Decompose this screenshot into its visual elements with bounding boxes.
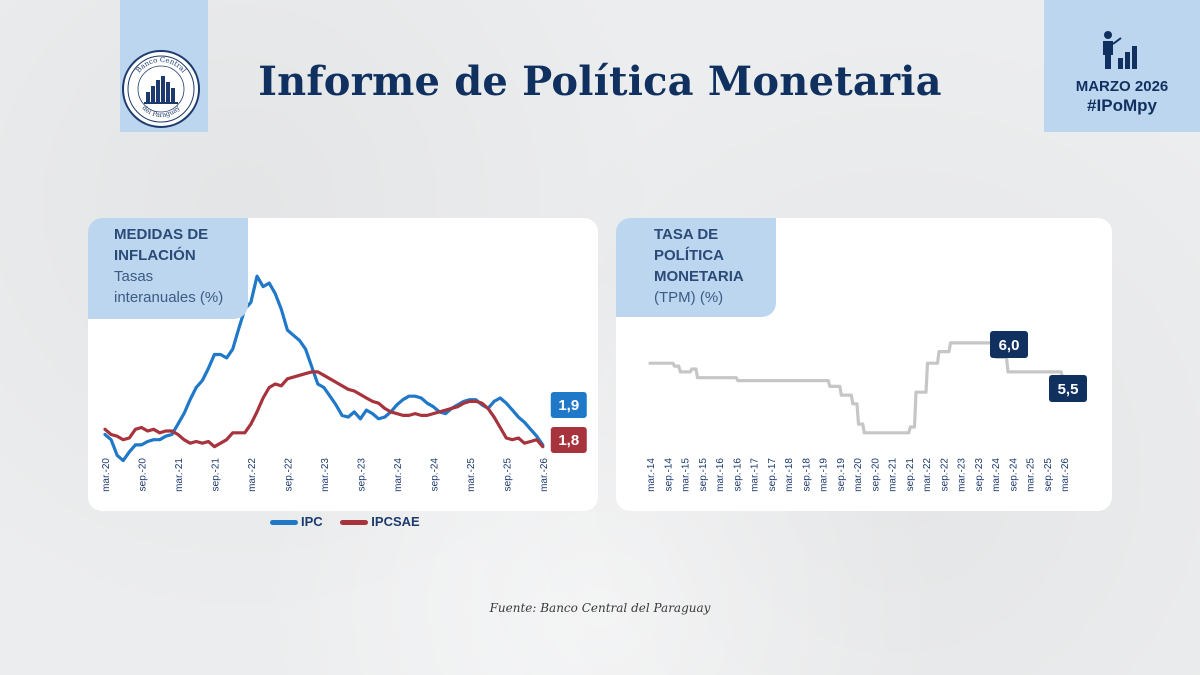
x-tick-label: sep.-24: [429, 458, 440, 492]
x-tick-label: sep.-14: [663, 458, 674, 492]
tpm-chart-subtitle: (TPM) (%): [654, 289, 724, 306]
series-line-ipc: [103, 274, 545, 463]
x-tick-label: mar.-14: [646, 458, 657, 492]
source-note: Fuente: Banco Central del Paraguay: [489, 601, 711, 615]
legend-swatch-ipc: [270, 520, 298, 526]
page-title: Informe de Política Monetaria: [258, 58, 942, 105]
x-tick-label: sep.-23: [974, 458, 985, 492]
inflation-chart-subtitle-2: interanuales (%): [114, 289, 224, 306]
x-tick-label: sep.-21: [905, 458, 916, 492]
x-tick-label: mar.-20: [101, 458, 112, 492]
inflation-legend: IPC IPCSAE: [270, 514, 434, 529]
logo-text-top: Banco Central: [135, 56, 189, 75]
edition-box: MARZO 2026 #IPoMpy: [1044, 0, 1200, 132]
logo-seal-icon: Banco Central del Paraguay: [122, 50, 200, 128]
legend-label-ipcsae: IPCSAE: [371, 514, 420, 529]
inflation-chart-subtitle-1: Tasas: [114, 268, 154, 285]
inflation-chart-label: MEDIDAS DE INFLACIÓN Tasas interanuales …: [88, 218, 248, 319]
x-tick-label: sep.-15: [698, 458, 709, 492]
x-tick-label: mar.-18: [784, 458, 795, 492]
x-tick-label: mar.-26: [1060, 458, 1071, 492]
x-tick-label: mar.-17: [750, 458, 761, 492]
x-tick-label: sep.-20: [870, 458, 881, 492]
x-tick-label: sep.-18: [801, 458, 812, 492]
tpm-chart-label: TASA DE POLÍTICA MONETARIA (TPM) (%): [616, 218, 776, 317]
edition-hashtag: #IPoMpy: [1087, 96, 1157, 115]
x-tick-label: sep.-24: [1008, 458, 1019, 492]
svg-text:del Paraguay: del Paraguay: [140, 104, 181, 119]
tpm-chart-title-1: TASA DE: [654, 226, 719, 243]
person-bar-chart-icon: [1103, 31, 1137, 69]
series-line-ipcsae: [103, 370, 545, 449]
end-label-ipc: 1,9: [558, 397, 579, 414]
x-tick-label: mar.-19: [819, 458, 830, 492]
legend-swatch-ipcsae: [340, 520, 369, 526]
x-tick-label: sep.-16: [732, 458, 743, 492]
x-tick-label: mar.-23: [320, 458, 331, 492]
x-tick-label: sep.-25: [502, 458, 513, 492]
x-tick-label: mar.-21: [888, 458, 899, 492]
x-tick-label: sep.-22: [939, 458, 950, 492]
logo-text-bottom: del Paraguay: [140, 104, 181, 119]
x-tick-label: sep.-22: [283, 458, 294, 492]
x-tick-label: mar.-22: [922, 458, 933, 492]
inflation-chart-card: 1,9 1,8 mar.-20 sep.-20 mar.-21 sep.-21 mar.-2…: [88, 218, 598, 511]
legend-item-ipc: IPC: [270, 514, 323, 529]
x-tick-label: sep.-23: [356, 458, 367, 492]
x-tick-label: mar.-25: [466, 458, 477, 492]
x-tick-label: mar.-24: [991, 458, 1002, 492]
x-tick-label: mar.-25: [1026, 458, 1037, 492]
x-tick-label: mar.-15: [681, 458, 692, 492]
x-tick-label: mar.-22: [247, 458, 258, 492]
tpm-chart: 6,0 5,5 mar.-14 sep.-14 mar.-15 sep.-15 mar.-1…: [646, 331, 1087, 492]
edition-date: MARZO 2026: [1075, 78, 1169, 95]
x-tick-label: sep.-21: [210, 458, 221, 492]
end-label-box-ipc: [550, 392, 587, 418]
tpm-chart-card: 6,0 5,5 mar.-14 sep.-14 mar.-15 sep.-15 mar.-1…: [616, 218, 1112, 511]
svg-text:Banco Central: Banco Central: [135, 56, 189, 75]
x-tick-label: mar.-16: [715, 458, 726, 492]
end-label-tpm-b: 5,5: [1058, 381, 1079, 398]
end-label-box-tpm-b: [1049, 375, 1087, 402]
end-label-tpm-a: 6,0: [999, 337, 1020, 354]
end-label-ipcsae: 1,8: [558, 432, 579, 449]
inflation-chart: 1,9 1,8 mar.-20 sep.-20 mar.-21 sep.-21 mar.-2…: [101, 274, 587, 492]
x-tick-label: sep.-17: [767, 458, 778, 492]
tpm-chart-title-2: POLÍTICA: [654, 247, 724, 264]
x-tick-label: mar.-24: [393, 458, 404, 492]
legend-label-ipc: IPC: [301, 514, 323, 529]
inflation-chart-title: MEDIDAS DE INFLACIÓN: [114, 226, 209, 264]
end-label-box-tpm-a: [990, 331, 1028, 358]
x-tick-label: sep.-19: [836, 458, 847, 492]
x-tick-label: sep.-20: [138, 458, 149, 492]
x-tick-label: mar.-21: [174, 458, 185, 492]
legend-item-ipcsae: IPCSAE: [340, 514, 420, 529]
x-tick-label: mar.-26: [539, 458, 550, 492]
tpm-chart-title-3: MONETARIA: [654, 268, 744, 285]
x-tick-label: sep.-25: [1043, 458, 1054, 492]
x-tick-label: mar.-23: [957, 458, 968, 492]
x-tick-label: mar.-20: [853, 458, 864, 492]
end-label-box-ipcsae: [550, 427, 587, 453]
